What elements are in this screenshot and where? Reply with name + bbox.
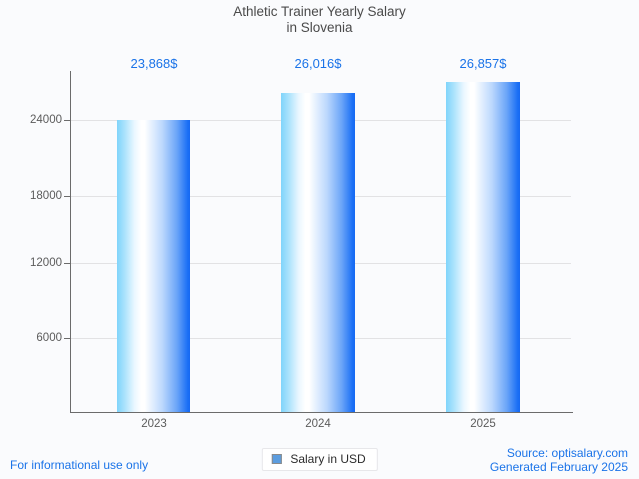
y-tick-label-18000: 18000	[30, 190, 62, 202]
bar-value-2023: 23,868$	[130, 56, 178, 71]
bar-2024[interactable]	[281, 93, 355, 412]
bar-value-2024: 26,016$	[294, 56, 342, 71]
x-axis-line	[70, 412, 573, 413]
y-tick-mark-12000	[64, 263, 70, 264]
y-axis-line	[70, 71, 71, 413]
x-tick-label-2024: 2024	[305, 418, 331, 430]
y-tick-mark-24000	[64, 120, 70, 121]
bar-value-2025: 26,857$	[459, 56, 507, 71]
legend-swatch-icon	[271, 454, 282, 464]
y-tick-label-6000: 6000	[36, 332, 62, 344]
x-tick-label-2023: 2023	[141, 418, 167, 430]
y-tick-label-24000: 24000	[30, 114, 62, 126]
y-tick-label-12000: 12000	[30, 257, 62, 269]
disclaimer-text: For informational use only	[10, 458, 149, 472]
chart-legend[interactable]: Salary in USD	[261, 448, 378, 471]
chart-title: Athletic Trainer Yearly Salary in Sloven…	[233, 4, 406, 35]
bar-2025[interactable]	[446, 82, 520, 412]
source-attribution: Source: optisalary.com Generated Februar…	[489, 446, 628, 474]
y-tick-mark-6000	[64, 338, 70, 339]
y-axis-tick-labels: 24000 18000 12000 6000	[0, 0, 62, 479]
x-tick-label-2025: 2025	[470, 418, 496, 430]
bar-2023[interactable]	[117, 120, 190, 412]
y-tick-mark-18000	[64, 196, 70, 197]
legend-item-label: Salary in USD	[290, 452, 366, 466]
